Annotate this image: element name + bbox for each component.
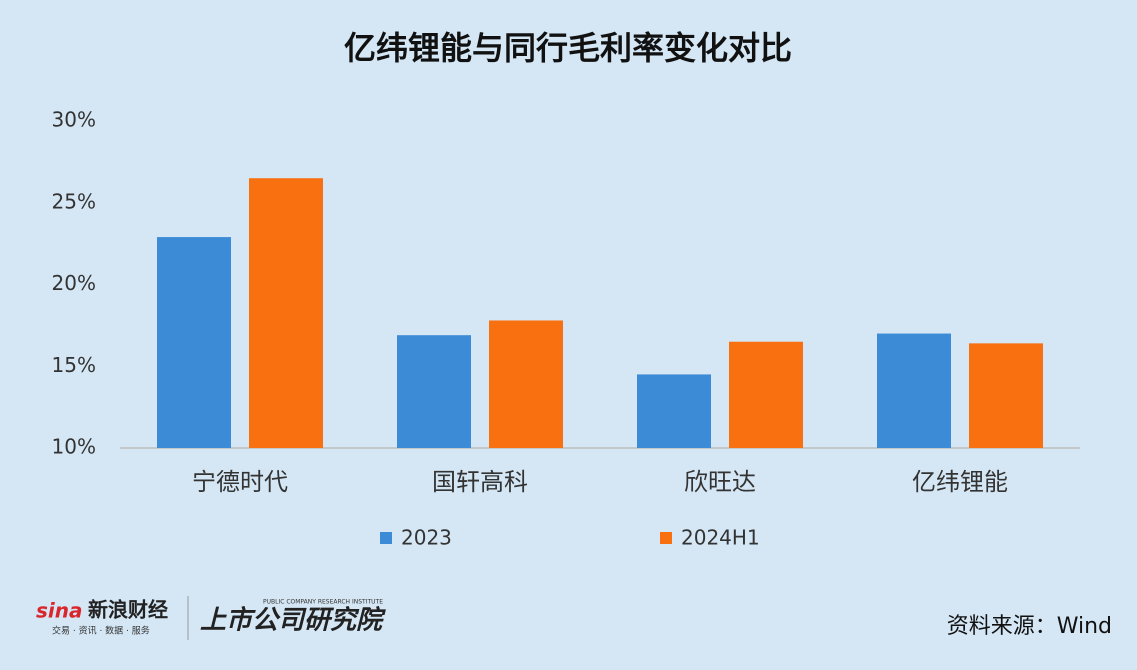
y-tick-label: 30%	[52, 108, 96, 132]
y-tick-label: 10%	[52, 435, 96, 459]
institute-brand: 上市公司研究院	[200, 606, 386, 636]
y-tick-label: 15%	[52, 353, 96, 377]
bar	[877, 333, 951, 448]
legend-swatch	[660, 532, 672, 544]
bar	[397, 335, 471, 448]
bar	[157, 237, 231, 448]
x-tick-label: 国轩高科	[432, 468, 528, 496]
bar	[637, 374, 711, 448]
institute-en: PUBLIC COMPANY RESEARCH INSTITUTE	[263, 599, 383, 606]
source-note: 资料来源：Wind	[947, 614, 1112, 639]
x-tick-label: 欣旺达	[684, 468, 756, 496]
chart-title: 亿纬锂能与同行毛利率变化对比	[344, 29, 792, 67]
sina-brand: 新浪财经	[88, 598, 168, 622]
bar	[729, 341, 803, 448]
x-tick-label: 宁德时代	[192, 468, 288, 496]
legend-label: 2024H1	[681, 526, 760, 550]
y-tick-label: 20%	[52, 271, 96, 295]
x-tick-label: 亿纬锂能	[912, 468, 1008, 496]
legend-label: 2023	[401, 526, 452, 550]
bar	[249, 178, 323, 448]
sina-logo: sina	[36, 599, 83, 623]
y-tick-label: 25%	[52, 189, 96, 213]
bar	[969, 343, 1043, 448]
bar	[489, 320, 563, 448]
legend-swatch	[380, 532, 392, 544]
sina-tagline: 交易 · 资讯 · 数据 · 服务	[52, 625, 150, 637]
